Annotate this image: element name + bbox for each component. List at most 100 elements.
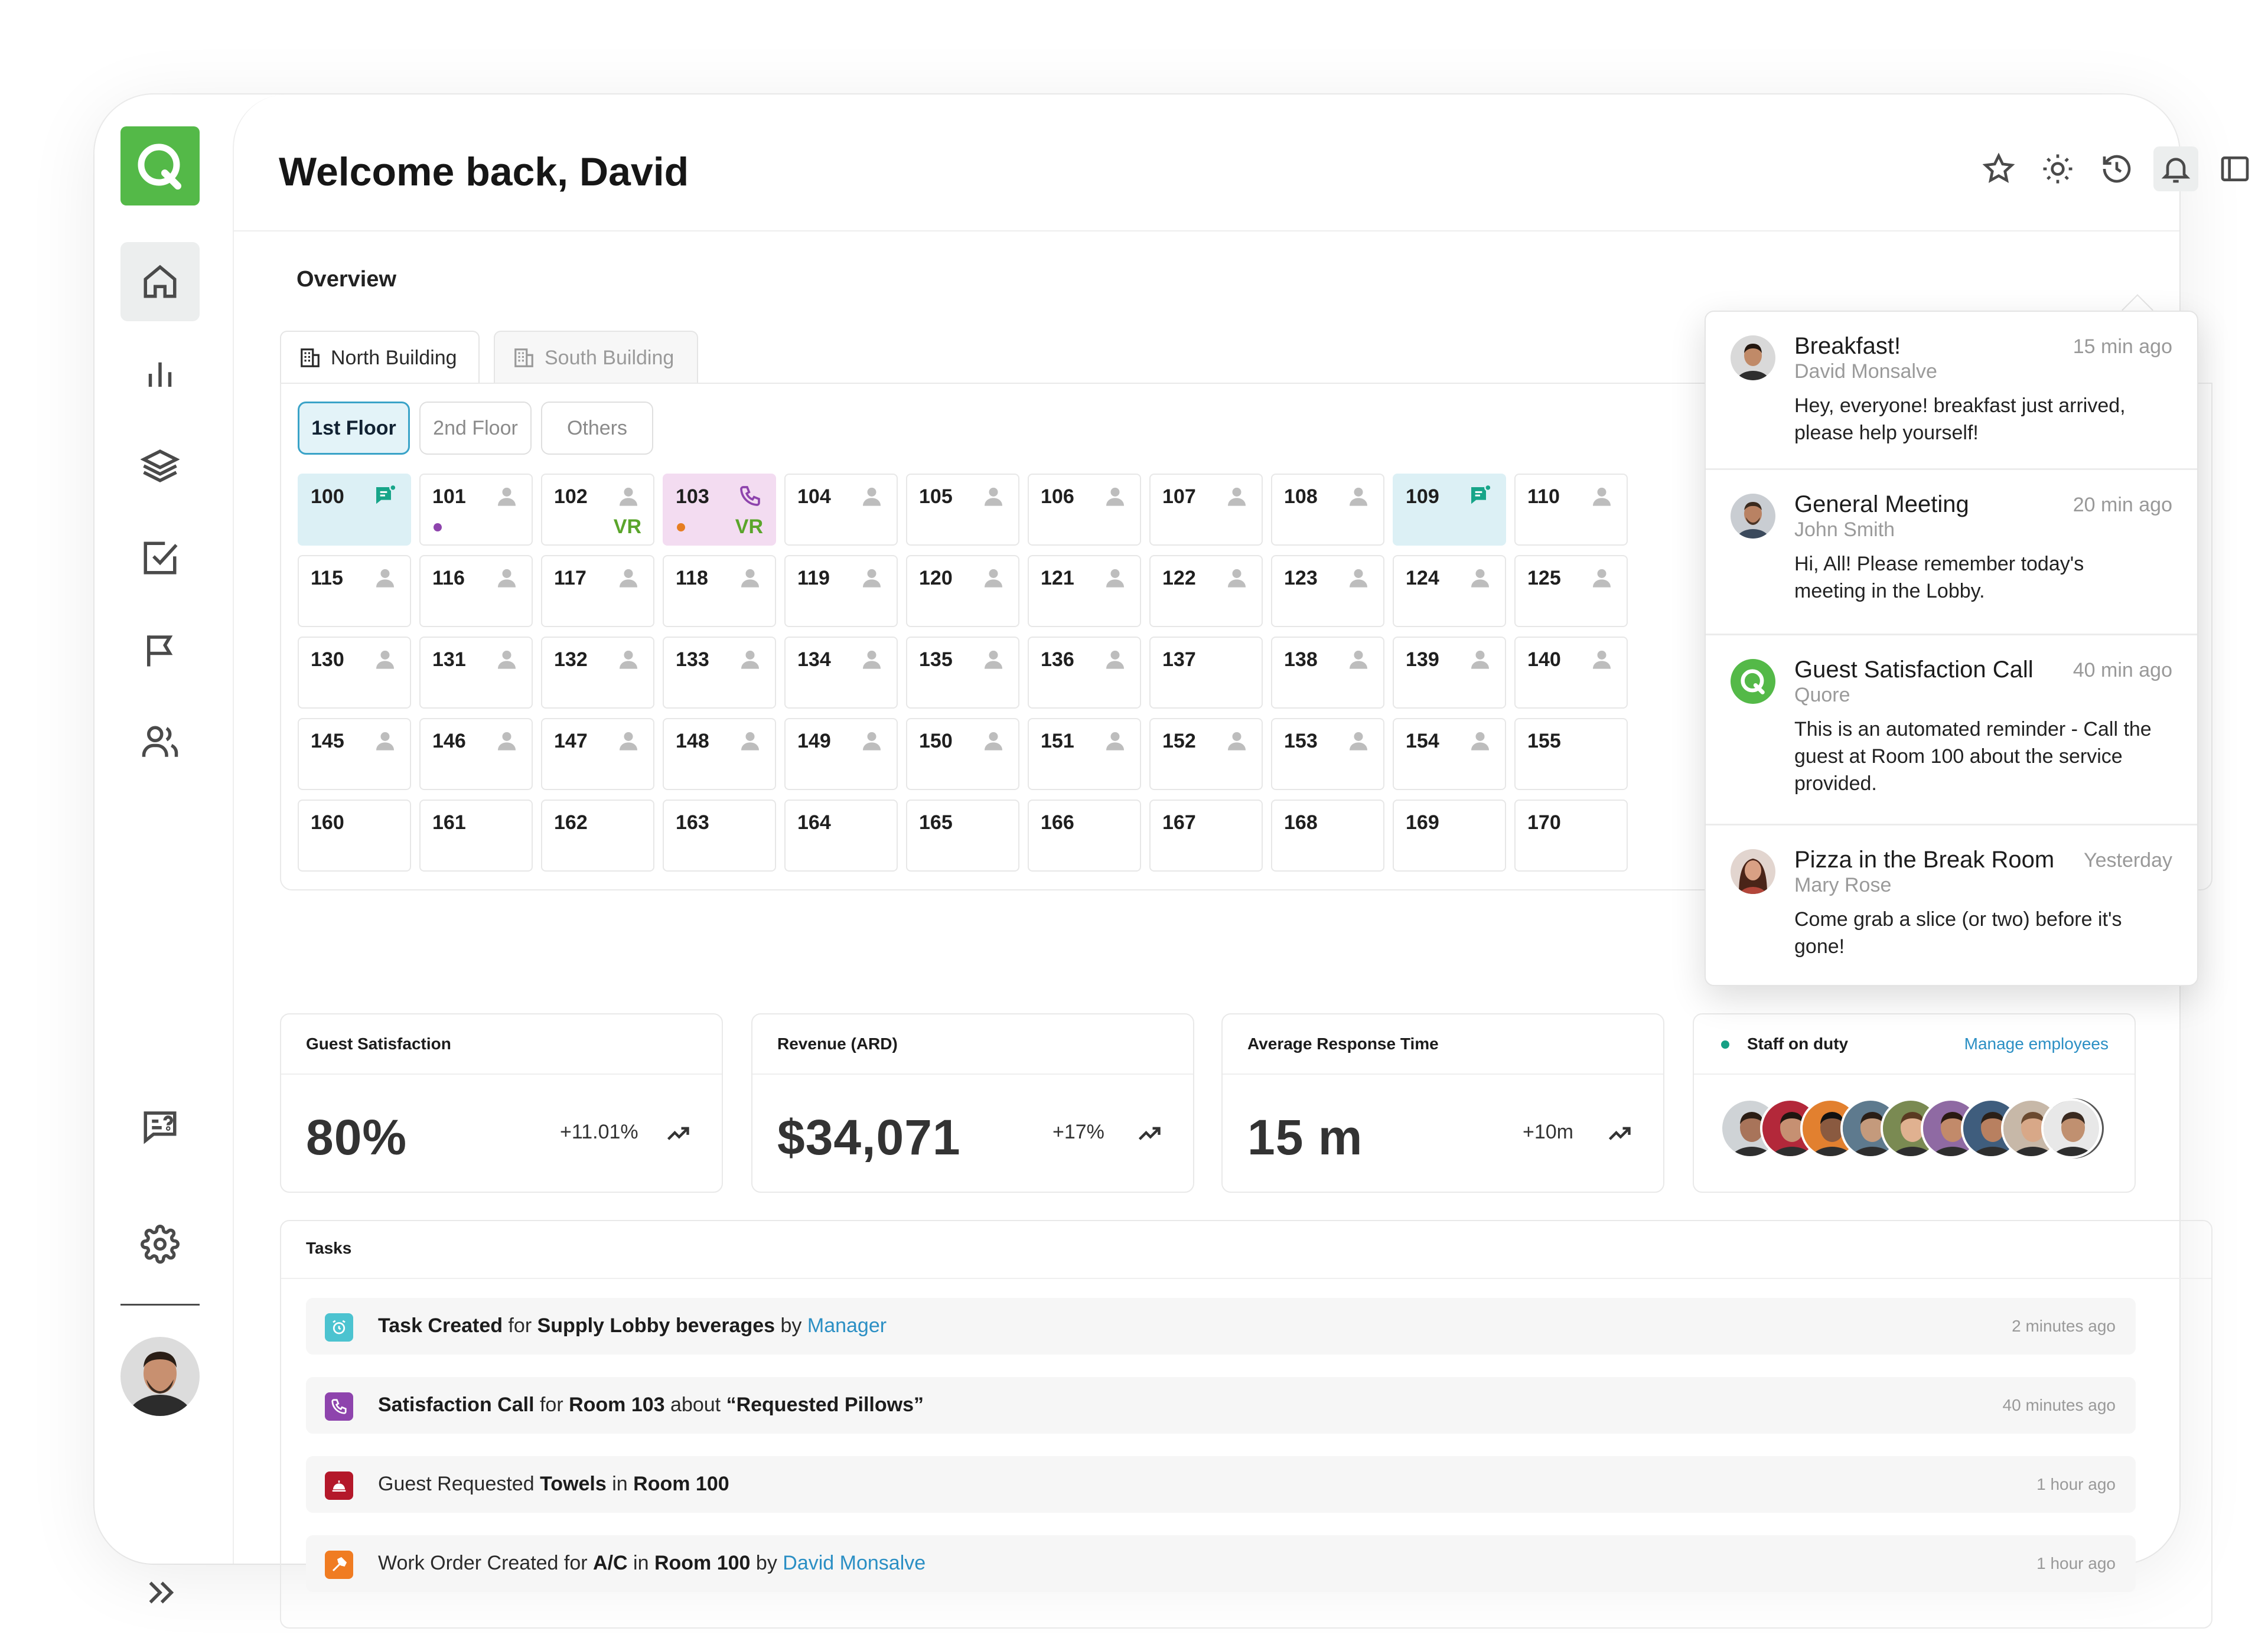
room-117[interactable]: 117 — [541, 555, 654, 627]
person-icon — [1103, 647, 1127, 671]
room-170[interactable]: 170 — [1514, 800, 1628, 872]
tab-north-building[interactable]: North Building — [280, 331, 480, 384]
room-102[interactable]: 102 VR — [541, 474, 654, 546]
room-122[interactable]: 122 — [1149, 555, 1263, 627]
room-116[interactable]: 116 — [419, 555, 533, 627]
room-146[interactable]: 146 — [419, 718, 533, 790]
staff-avatar[interactable] — [2041, 1098, 2101, 1159]
tab-south-building[interactable]: South Building — [494, 331, 698, 384]
room-130[interactable]: 130 — [298, 637, 411, 709]
nav-settings[interactable] — [120, 1205, 200, 1284]
room-168[interactable]: 168 — [1271, 800, 1384, 872]
room-134[interactable]: 134 — [784, 637, 898, 709]
room-138[interactable]: 138 — [1271, 637, 1384, 709]
history-button[interactable] — [2094, 146, 2139, 191]
room-115[interactable]: 115 — [298, 555, 411, 627]
room-123[interactable]: 123 — [1271, 555, 1384, 627]
nav-users[interactable] — [120, 703, 200, 782]
room-101[interactable]: 101 — [419, 474, 533, 546]
room-125[interactable]: 125 — [1514, 555, 1628, 627]
room-131[interactable]: 131 — [419, 637, 533, 709]
notification-item[interactable]: Pizza in the Break Room Yesterday Mary R… — [1706, 826, 2197, 985]
room-164[interactable]: 164 — [784, 800, 898, 872]
room-number: 166 — [1041, 811, 1074, 834]
room-136[interactable]: 136 — [1028, 637, 1141, 709]
task-row[interactable]: Work Order Created for A/C in Room 100 b… — [306, 1535, 2136, 1592]
room-151[interactable]: 151 — [1028, 718, 1141, 790]
room-150[interactable]: 150 — [906, 718, 1019, 790]
room-109[interactable]: 109 — [1393, 474, 1506, 546]
room-153[interactable]: 153 — [1271, 718, 1384, 790]
room-124[interactable]: 124 — [1393, 555, 1506, 627]
person-icon — [1225, 484, 1249, 508]
notification-item[interactable]: Guest Satisfaction Call 40 min ago Quore… — [1706, 635, 2197, 826]
room-105[interactable]: 105 — [906, 474, 1019, 546]
quore-logo[interactable] — [120, 126, 200, 205]
room-110[interactable]: 110 — [1514, 474, 1628, 546]
room-149[interactable]: 149 — [784, 718, 898, 790]
room-number: 120 — [919, 567, 953, 589]
task-row[interactable]: Satisfaction Call for Room 103 about “Re… — [306, 1377, 2136, 1434]
room-152[interactable]: 152 — [1149, 718, 1263, 790]
room-167[interactable]: 167 — [1149, 800, 1263, 872]
nav-tasks[interactable] — [120, 518, 200, 598]
floor-1st[interactable]: 1st Floor — [298, 402, 410, 455]
room-118[interactable]: 118 — [663, 555, 776, 627]
kpi-label: Staff on duty — [1747, 1035, 1849, 1053]
room-121[interactable]: 121 — [1028, 555, 1141, 627]
floor-2nd[interactable]: 2nd Floor — [419, 402, 532, 455]
room-160[interactable]: 160 — [298, 800, 411, 872]
room-148[interactable]: 148 — [663, 718, 776, 790]
room-162[interactable]: 162 — [541, 800, 654, 872]
room-135[interactable]: 135 — [906, 637, 1019, 709]
room-137[interactable]: 137 — [1149, 637, 1263, 709]
user-avatar[interactable] — [120, 1337, 200, 1416]
nav-flags[interactable] — [120, 611, 200, 690]
person-icon — [1103, 566, 1127, 589]
person-icon — [617, 729, 640, 752]
room-120[interactable]: 120 — [906, 555, 1019, 627]
room-166[interactable]: 166 — [1028, 800, 1141, 872]
room-139[interactable]: 139 — [1393, 637, 1506, 709]
notifications-button[interactable] — [2153, 146, 2198, 191]
room-106[interactable]: 106 — [1028, 474, 1141, 546]
floor-others[interactable]: Others — [541, 402, 653, 455]
task-row[interactable]: Task Created for Supply Lobby beverages … — [306, 1298, 2136, 1355]
notification-item[interactable]: Breakfast! 15 min ago David Monsalve Hey… — [1706, 312, 2197, 470]
room-108[interactable]: 108 — [1271, 474, 1384, 546]
person-icon — [982, 484, 1005, 508]
expand-sidebar-button[interactable] — [120, 1553, 200, 1632]
favorites-button[interactable] — [1976, 146, 2021, 191]
room-104[interactable]: 104 — [784, 474, 898, 546]
notification-item[interactable]: General Meeting 20 min ago John Smith Hi… — [1706, 470, 2197, 635]
room-133[interactable]: 133 — [663, 637, 776, 709]
nav-reports[interactable] — [120, 334, 200, 413]
notification-body: Hey, everyone! breakfast just arrived, p… — [1794, 394, 2126, 444]
room-132[interactable]: 132 — [541, 637, 654, 709]
room-155[interactable]: 155 — [1514, 718, 1628, 790]
room-119[interactable]: 119 — [784, 555, 898, 627]
room-147[interactable]: 147 — [541, 718, 654, 790]
room-154[interactable]: 154 — [1393, 718, 1506, 790]
room-100[interactable]: 100 — [298, 474, 411, 546]
room-140[interactable]: 140 — [1514, 637, 1628, 709]
task-row[interactable]: Guest Requested Towels in Room 100 1 hour… — [306, 1456, 2136, 1513]
panel-toggle-button[interactable] — [2212, 146, 2257, 191]
room-107[interactable]: 107 — [1149, 474, 1263, 546]
room-103[interactable]: 103 VR — [663, 474, 776, 546]
nav-home[interactable] — [120, 242, 200, 321]
room-169[interactable]: 169 — [1393, 800, 1506, 872]
room-161[interactable]: 161 — [419, 800, 533, 872]
manage-employees-link[interactable]: Manage employees — [1964, 1035, 2109, 1053]
task-user-link[interactable]: David Monsalve — [783, 1552, 926, 1574]
theme-toggle-button[interactable] — [2035, 146, 2080, 191]
room-163[interactable]: 163 — [663, 800, 776, 872]
task-user-link[interactable]: Manager — [807, 1314, 887, 1337]
nav-feedback[interactable] — [120, 1086, 200, 1166]
notification-author: Mary Rose — [1794, 874, 1892, 896]
person-icon — [1225, 729, 1249, 752]
alarm-icon — [325, 1313, 353, 1342]
nav-layers[interactable] — [120, 426, 200, 505]
room-145[interactable]: 145 — [298, 718, 411, 790]
room-165[interactable]: 165 — [906, 800, 1019, 872]
